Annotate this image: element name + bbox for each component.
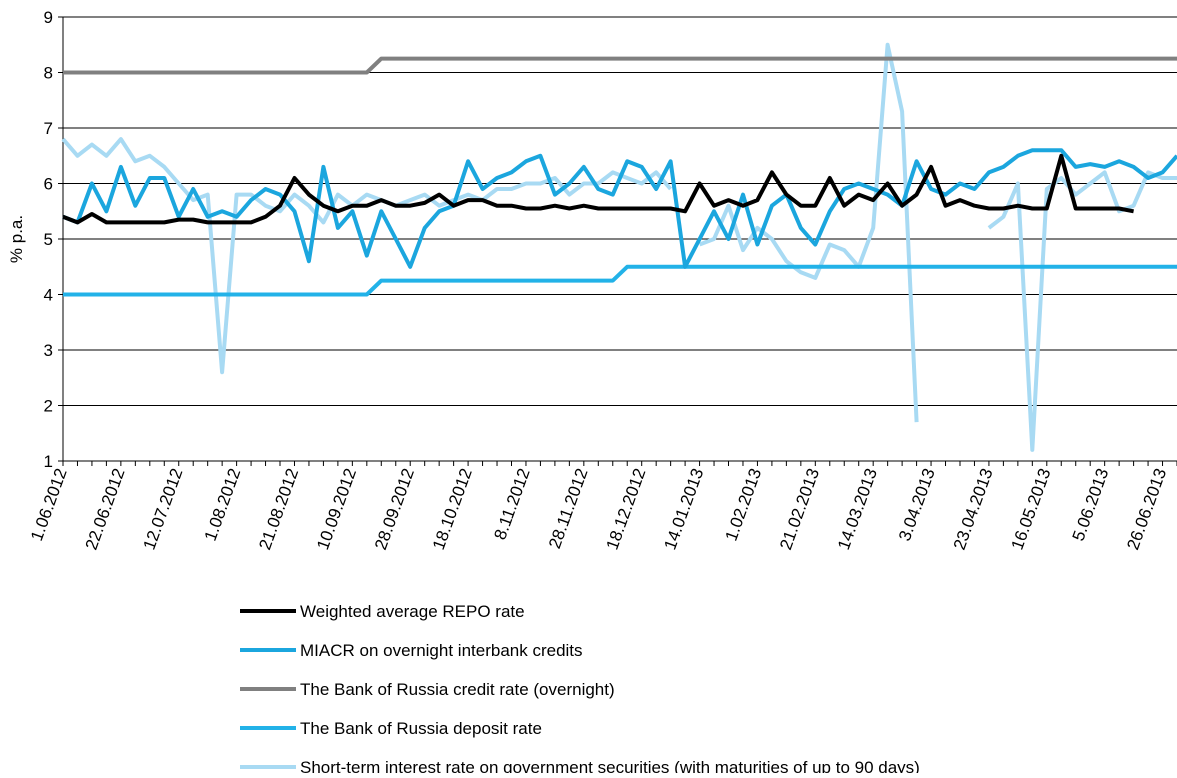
y-tick-label: 4: [44, 286, 53, 305]
series-line: [62, 148, 1177, 269]
y-tick-label: 3: [44, 341, 53, 360]
y-tick-label: 8: [44, 64, 53, 83]
x-tick-label: 21.02.2013: [776, 466, 823, 552]
x-tick-label: 26.06.2013: [1123, 466, 1170, 552]
x-tick-label: 5.06.2013: [1069, 466, 1113, 544]
x-tick-label: 1.02.2013: [721, 466, 765, 544]
series-line: [63, 56, 1177, 75]
x-tick-label: 12.07.2012: [140, 466, 187, 552]
legend-label: Weighted average REPO rate: [300, 602, 525, 621]
series-line: [61, 42, 1177, 452]
x-tick-label: 18.12.2012: [603, 466, 650, 552]
x-tick-label: 3.04.2013: [895, 466, 939, 544]
legend-label: The Bank of Russia deposit rate: [300, 719, 542, 738]
y-tick-label: 9: [44, 8, 53, 27]
x-tick-label: 10.09.2012: [313, 466, 360, 552]
x-tick-label: 21.08.2012: [255, 466, 302, 552]
legend-label: The Bank of Russia credit rate (overnigh…: [300, 680, 615, 699]
x-tick-label: 8.11.2012: [490, 466, 533, 542]
y-tick-label: 2: [44, 397, 53, 416]
x-tick-label: 1.06.2012: [27, 466, 71, 544]
series-line: [62, 153, 1134, 225]
x-tick-label: 28.11.2012: [545, 466, 592, 551]
y-axis-label: % p.a.: [7, 215, 26, 263]
x-tick-label: 23.04.2013: [950, 466, 997, 552]
series-line: [63, 264, 1177, 297]
y-tick-label: 1: [44, 452, 53, 471]
y-tick-label: 7: [44, 119, 53, 138]
x-tick-label: 16.05.2013: [1008, 466, 1055, 552]
x-tick-label: 14.01.2013: [660, 466, 707, 552]
x-tick-label: 14.03.2013: [834, 466, 881, 552]
x-tick-label: 1.08.2012: [201, 466, 245, 544]
y-tick-label: 6: [44, 175, 53, 194]
legend-label: Short-term interest rate on government s…: [300, 758, 920, 773]
x-tick-label: 22.06.2012: [82, 466, 129, 552]
x-tick-label: 18.10.2012: [429, 466, 476, 552]
legend-label: MIACR on overnight interbank credits: [300, 641, 583, 660]
y-tick-label: 5: [44, 230, 53, 249]
x-tick-label: 28.09.2012: [371, 466, 418, 552]
